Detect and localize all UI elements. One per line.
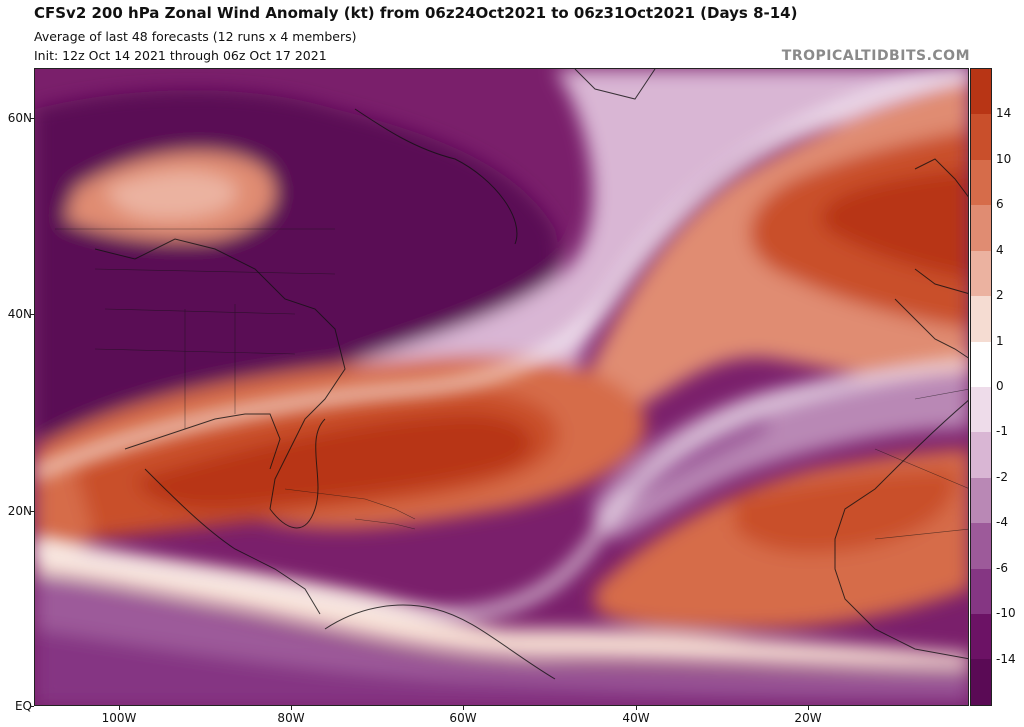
map-title: CFSv2 200 hPa Zonal Wind Anomaly (kt) fr… xyxy=(34,4,798,22)
colorbar-swatch xyxy=(971,296,991,342)
latitude-tick xyxy=(30,706,34,707)
colorbar-label: 6 xyxy=(996,197,1004,212)
colorbar-swatch xyxy=(971,69,991,115)
colorbar-label: 1 xyxy=(996,333,1004,348)
brand-watermark: TROPICALTIDBITS.COM xyxy=(781,48,970,64)
latitude-label: 20N xyxy=(7,504,32,518)
colorbar-label: -6 xyxy=(996,560,1008,575)
colorbar-swatch xyxy=(971,341,991,387)
longitude-label: 60W xyxy=(449,711,477,725)
longitude-label: 20W xyxy=(794,711,822,725)
colorbar-label: -4 xyxy=(996,515,1008,530)
longitude-label: 80W xyxy=(277,711,305,725)
colorbar-label: -14 xyxy=(996,651,1016,666)
latitude-tick xyxy=(30,118,34,119)
colorbar-swatch xyxy=(971,432,991,478)
colorbar-label: -1 xyxy=(996,424,1008,439)
longitude-tick xyxy=(808,706,809,710)
colorbar-label: 2 xyxy=(996,288,1004,303)
latitude-label: EQ xyxy=(14,699,32,713)
colorbar-swatch xyxy=(971,568,991,615)
colorbar-label: 14 xyxy=(996,106,1012,121)
colorbar-label: 4 xyxy=(996,242,1004,257)
colorbar-swatch xyxy=(971,477,991,524)
colorbar-swatch xyxy=(971,159,991,206)
latitude-tick xyxy=(30,511,34,512)
colorbar-swatch xyxy=(971,205,991,251)
colorbar-swatch xyxy=(971,250,991,297)
longitude-tick xyxy=(291,706,292,710)
colorbar-swatch xyxy=(971,114,991,160)
colorbar-label: 10 xyxy=(996,151,1012,166)
longitude-label: 100W xyxy=(101,711,137,725)
colorbar-label: -2 xyxy=(996,469,1008,484)
colorbar-swatch xyxy=(971,523,991,569)
colorbar-swatch xyxy=(971,659,991,705)
longitude-tick xyxy=(636,706,637,710)
map-subtitle: Average of last 48 forecasts (12 runs x … xyxy=(34,29,357,44)
latitude-tick xyxy=(30,314,34,315)
colorbar-swatch xyxy=(971,614,991,660)
init-time: Init: 12z Oct 14 2021 through 06z Oct 17… xyxy=(34,48,327,63)
latitude-label: 40N xyxy=(7,307,32,321)
longitude-label: 40W xyxy=(622,711,650,725)
colorbar-swatch xyxy=(971,386,991,433)
wind-anomaly-map xyxy=(34,68,969,706)
latitude-label: 60N xyxy=(7,111,32,125)
longitude-tick xyxy=(463,706,464,710)
colorbar-label: 0 xyxy=(996,379,1004,393)
longitude-tick xyxy=(119,706,120,710)
colorbar xyxy=(970,68,992,706)
map-canvas xyxy=(35,69,968,705)
colorbar-label: -10 xyxy=(996,606,1016,621)
